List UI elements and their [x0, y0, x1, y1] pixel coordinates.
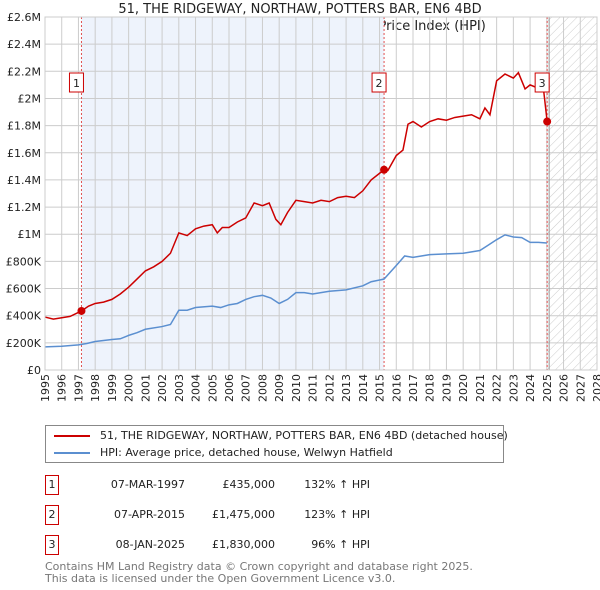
x-tick-label: 2017: [407, 374, 420, 402]
y-tick-label: £1.8M: [7, 120, 41, 133]
legend: 51, THE RIDGEWAY, NORTHAW, POTTERS BAR, …: [45, 425, 508, 463]
legend-red-line: [54, 434, 90, 437]
series-line: [44, 234, 547, 348]
transaction-price: £1,830,000: [212, 538, 275, 551]
x-tick-label: 1999: [106, 374, 119, 402]
sale-point: [543, 117, 552, 126]
x-tick-label: 2000: [123, 374, 136, 402]
y-tick-label: £1.6M: [7, 147, 41, 160]
plot-border: [44, 16, 598, 371]
transaction-price: £1,475,000: [212, 508, 275, 521]
y-tick-label: £2.2M: [7, 65, 41, 78]
x-tick-label: 2005: [206, 374, 219, 402]
y-tick-label: £400K: [6, 310, 42, 323]
x-tick-label: 2025: [541, 374, 554, 402]
x-tick-label: 2010: [290, 374, 303, 402]
y-tick-label: £2.6M: [7, 11, 41, 24]
x-tick-label: 2021: [474, 374, 487, 402]
series-line: [44, 71, 548, 320]
sale-label-box: [68, 72, 84, 93]
y-tick-label: £1.2M: [7, 201, 41, 214]
x-tick-label: 2002: [156, 374, 169, 402]
y-tick-label: £800K: [6, 255, 42, 268]
transaction-date: 07-MAR-1997: [110, 478, 185, 491]
x-tick-label: 2011: [307, 374, 320, 402]
footer-line-1: Contains HM Land Registry data © Crown c…: [45, 560, 473, 573]
x-tick-label: 2001: [139, 374, 152, 402]
x-tick-label: 2008: [256, 374, 269, 402]
x-tick-label: 2020: [457, 374, 470, 402]
transaction-row: 1 07-MAR-1997 £435,000 132% ↑ HPI: [45, 475, 385, 495]
sale-label: 1: [73, 77, 80, 90]
shaded-period: [81, 17, 385, 370]
x-tick-label: 1997: [72, 374, 85, 402]
legend-property: 51, THE RIDGEWAY, NORTHAW, POTTERS BAR, …: [100, 429, 508, 442]
transaction-row: 2 07-APR-2015 £1,475,000 123% ↑ HPI: [45, 505, 385, 525]
x-tick-label: 2023: [507, 374, 520, 402]
x-tick-label: 2022: [491, 374, 504, 402]
x-tick-label: 1995: [39, 374, 52, 402]
price-chart: 1995 1996 1997 1998 1999 2000 2001 2002 2003 2004…: [6, 11, 600, 402]
x-tick-label: 2027: [574, 374, 587, 402]
x-tick-label: 1996: [56, 374, 69, 402]
x-tick-label: 2018: [424, 374, 437, 402]
x-tick-label: 2009: [273, 374, 286, 402]
sale-label: 2: [376, 77, 383, 90]
x-tick-label: 2012: [323, 374, 336, 402]
transaction-date: 07-APR-2015: [113, 508, 185, 521]
x-tick-label: 2014: [357, 374, 370, 402]
transaction-date: 08-JAN-2025: [115, 538, 185, 551]
transaction-hpi: 132% ↑ HPI: [304, 478, 370, 491]
footer: Contains HM Land Registry data © Crown c…: [45, 561, 473, 585]
y-tick-label: £2.4M: [7, 38, 41, 51]
y-tick-label: £2M: [18, 92, 42, 105]
x-tick-label: 2026: [558, 374, 571, 402]
x-tick-label: 2007: [240, 374, 253, 402]
y-tick-label: £0: [27, 364, 41, 377]
sale-label: 3: [539, 77, 546, 90]
transaction-row: 3 08-JAN-2025 £1,830,000 96% ↑ HPI: [45, 535, 385, 555]
y-tick-label: £600K: [6, 283, 42, 296]
x-tick-label: 2013: [340, 374, 353, 402]
transaction-number: 3: [45, 535, 59, 555]
transaction-hpi: 123% ↑ HPI: [304, 508, 370, 521]
x-tick-label: 2024: [524, 374, 537, 402]
x-tick-label: 2004: [190, 374, 203, 402]
transaction-hpi: 96% ↑ HPI: [311, 538, 370, 551]
sale-label-box: [534, 72, 550, 93]
y-tick-label: £200K: [6, 337, 42, 350]
x-tick-label: 2006: [223, 374, 236, 402]
x-tick-label: 2019: [440, 374, 453, 402]
y-tick-label: £1M: [18, 228, 42, 241]
transaction-number: 2: [45, 505, 59, 525]
y-tick-label: £1.4M: [7, 174, 41, 187]
future-hatched-region: [547, 17, 597, 370]
sale-point: [77, 306, 86, 315]
transaction-price: £435,000: [222, 478, 276, 491]
x-tick-label: 2028: [591, 374, 600, 402]
chart-title: 51, THE RIDGEWAY, NORTHAW, POTTERS BAR, …: [118, 2, 482, 17]
sale-label-box: [371, 72, 387, 93]
transaction-number: 1: [45, 475, 59, 495]
x-tick-label: 2003: [173, 374, 186, 402]
legend-blue-line: [54, 451, 90, 454]
x-tick-label: 2016: [390, 374, 403, 402]
x-tick-label: 2015: [374, 374, 387, 402]
sale-point: [380, 165, 389, 174]
footer-line-2: This data is licensed under the Open Gov…: [45, 572, 396, 585]
x-tick-label: 1998: [89, 374, 102, 402]
legend-hpi: HPI: Average price, detached house, Welw…: [100, 446, 393, 459]
